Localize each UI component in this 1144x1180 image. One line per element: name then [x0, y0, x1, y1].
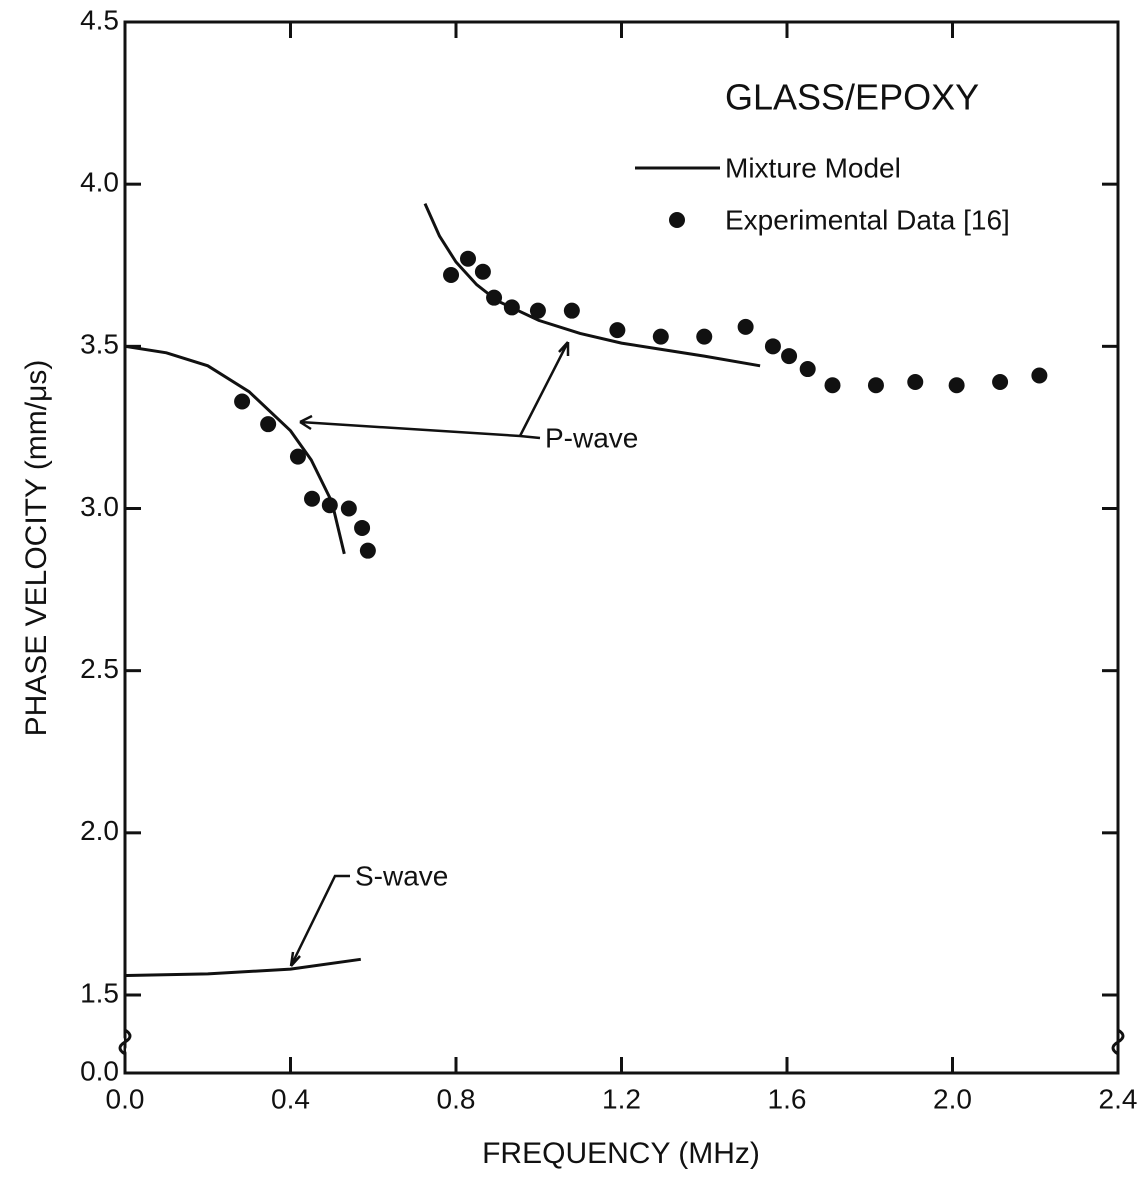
y-tick-label: 4.5 [80, 4, 119, 35]
data-point [359, 542, 376, 559]
axis-break [118, 1028, 1125, 1056]
data-point [992, 374, 1009, 391]
x-tick-label: 0.8 [437, 1083, 476, 1114]
data-point [1031, 367, 1048, 384]
annotation: S-wave [355, 860, 448, 891]
data-point [799, 361, 816, 378]
data-point [354, 519, 371, 536]
data-point [474, 263, 491, 280]
legend-marker [669, 212, 685, 228]
data-point [503, 299, 520, 316]
y-tick-label: 3.5 [80, 329, 119, 360]
x-tick-label: 2.0 [933, 1083, 972, 1114]
y-tick-label: 1.5 [80, 977, 119, 1008]
chart-title: GLASS/EPOXY [725, 77, 979, 118]
x-tick-label: 0.0 [106, 1083, 145, 1114]
y-axis-label: PHASE VELOCITY (mm/μs) [20, 360, 53, 737]
data-point [234, 393, 251, 410]
data-point [289, 448, 306, 465]
y-tick-label: 3.0 [80, 491, 119, 522]
data-point [696, 328, 713, 345]
data-point [260, 416, 277, 433]
annotation-arrow [289, 874, 350, 967]
annotation-arrow [299, 341, 570, 440]
x-tick-label: 1.2 [602, 1083, 641, 1114]
legend-label: Mixture Model [725, 152, 901, 183]
data-point [948, 377, 965, 394]
data-point [443, 266, 460, 283]
data-point [781, 348, 798, 365]
y-tick-label: 0.0 [80, 1055, 119, 1086]
x-tick-label: 0.4 [271, 1083, 310, 1114]
data-point [486, 289, 503, 306]
y-tick-label: 4.0 [80, 167, 119, 198]
data-point [867, 377, 884, 394]
axis-break-mask [102, 1030, 148, 1060]
data-point [321, 497, 338, 514]
data-point [563, 302, 580, 319]
data-point [609, 322, 626, 339]
data-point [652, 328, 669, 345]
legend-label: Experimental Data [16] [725, 204, 1010, 235]
data-point [764, 338, 781, 355]
y-tick-label: 2.5 [80, 653, 119, 684]
x-tick-label: 2.4 [1099, 1083, 1138, 1114]
data-point [304, 490, 321, 507]
data-point [824, 377, 841, 394]
annotation: P-wave [545, 422, 638, 453]
model-line [124, 202, 761, 977]
data-point [459, 250, 476, 267]
x-axis-label: FREQUENCY (MHz) [482, 1137, 760, 1170]
plot-frame [123, 20, 1120, 1075]
data-point [907, 374, 924, 391]
data-point [340, 500, 357, 517]
y-tick-label: 2.0 [80, 815, 119, 846]
data-point [529, 302, 546, 319]
data-point [737, 318, 754, 335]
x-tick-label: 1.6 [768, 1083, 807, 1114]
